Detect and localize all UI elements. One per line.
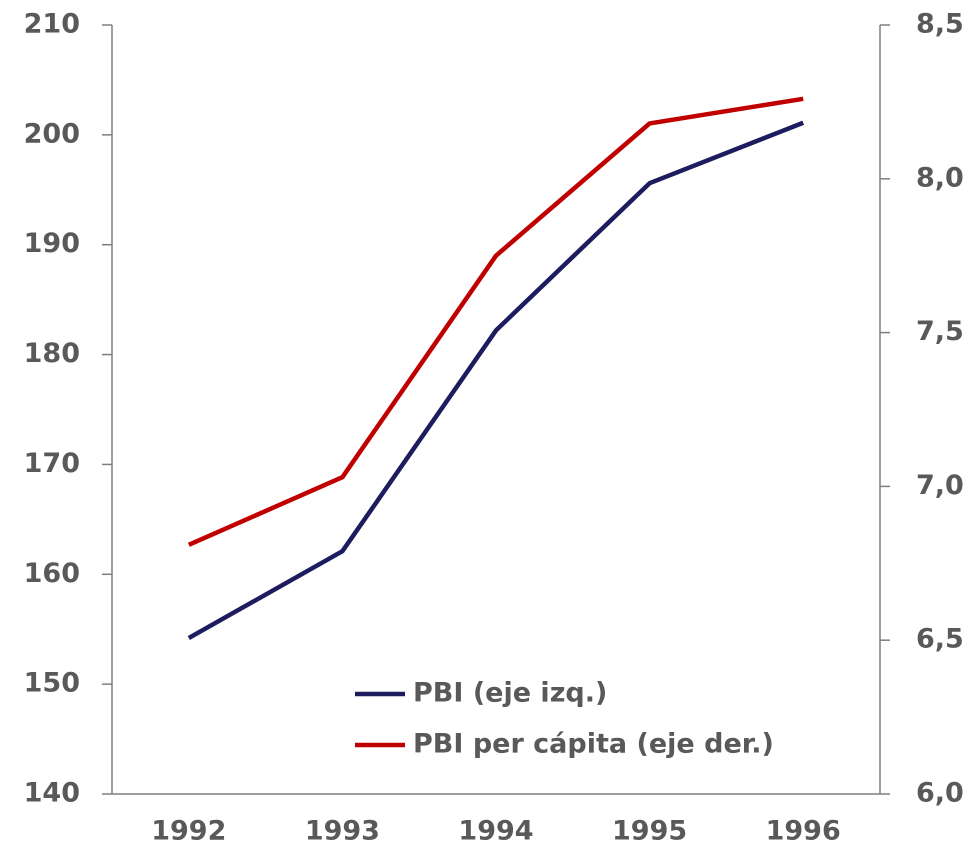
y2-tick-label: 8,5 [916, 9, 964, 40]
series-line [187, 96, 804, 547]
x-tick-label: 1992 [151, 816, 226, 847]
y-tick-label: 140 [24, 778, 80, 809]
y-tick-label: 180 [24, 338, 80, 369]
y2-tick-label: 8,0 [916, 162, 964, 193]
x-tick-label: 1996 [766, 816, 841, 847]
x-tick-label: 1995 [612, 816, 687, 847]
series-line [187, 120, 805, 640]
y-tick-label: 200 [24, 118, 80, 149]
legend-label: PBI per cápita (eje der.) [413, 729, 774, 760]
y2-tick-label: 6,5 [916, 624, 964, 655]
y2-tick-label: 7,5 [916, 316, 964, 347]
x-tick-label: 1994 [458, 816, 533, 847]
legend-label: PBI (eje izq.) [413, 678, 607, 709]
y-tick-label: 190 [24, 228, 80, 259]
y2-tick-label: 7,0 [916, 470, 964, 501]
x-tick-label: 1993 [305, 816, 380, 847]
y-tick-label: 210 [24, 9, 80, 40]
y-tick-label: 150 [24, 668, 80, 699]
y2-tick-label: 6,0 [916, 778, 964, 809]
y-tick-label: 160 [24, 558, 80, 589]
y-tick-label: 170 [24, 448, 80, 479]
